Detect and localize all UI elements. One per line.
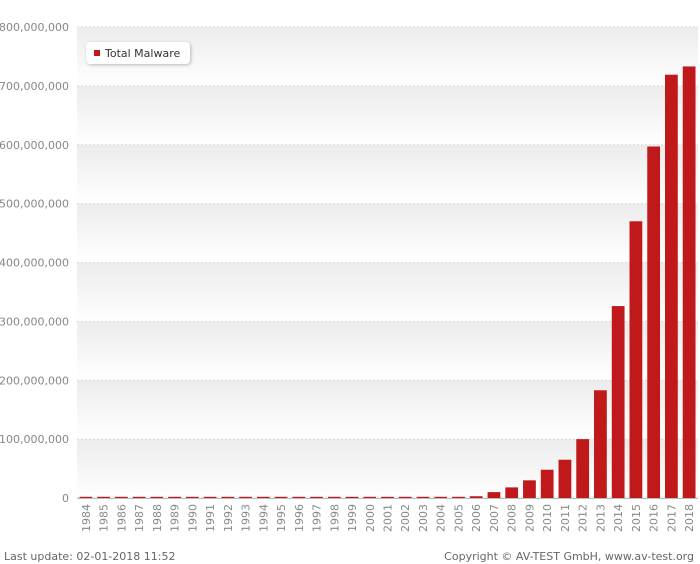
bar-2004[interactable] — [434, 496, 448, 498]
copyright-text: Copyright © AV-TEST GmbH, www.av-test.or… — [444, 550, 694, 563]
bar-1989[interactable] — [168, 496, 181, 498]
chart-legend[interactable]: Total Malware — [86, 42, 191, 64]
x-tick-label: 2014 — [612, 504, 625, 532]
x-tick-label: 2001 — [382, 504, 395, 532]
x-tick-label: 2012 — [577, 504, 590, 532]
x-axis-tick-labels: 1984 1985 1986 1987 1988 1989 1990 1991 1992 1993… — [80, 504, 696, 532]
x-tick-label: 1991 — [204, 504, 217, 532]
bar-2014[interactable] — [611, 306, 625, 498]
bar-1996[interactable] — [292, 496, 306, 498]
background-band — [77, 262, 698, 322]
background-band — [77, 203, 698, 263]
bar-1995[interactable] — [274, 496, 288, 498]
bar-1999[interactable] — [345, 496, 359, 498]
bar-2013[interactable] — [594, 390, 607, 498]
x-tick-label: 1993 — [240, 504, 253, 532]
x-tick-label: 1986 — [115, 504, 128, 532]
bar-1992[interactable] — [221, 496, 235, 498]
y-tick-label: 400,000,000 — [0, 257, 69, 270]
bar-2002[interactable] — [398, 496, 412, 498]
x-tick-label: 2005 — [452, 504, 465, 532]
x-tick-label: 2016 — [648, 504, 661, 532]
x-tick-label: 2009 — [523, 504, 536, 532]
x-tick-label: 2000 — [364, 504, 377, 532]
background-band — [77, 321, 698, 381]
bar-1985[interactable] — [97, 496, 111, 498]
x-tick-label: 1988 — [151, 504, 164, 532]
x-tick-label: 1989 — [169, 504, 182, 532]
y-tick-label: 800,000,000 — [0, 21, 69, 34]
y-tick-label: 600,000,000 — [0, 139, 69, 152]
legend-swatch-icon — [94, 50, 100, 56]
x-tick-label: 2004 — [435, 504, 448, 532]
bar-2006[interactable] — [469, 496, 483, 498]
x-tick-label: 2008 — [506, 504, 519, 532]
x-tick-label: 2013 — [594, 504, 607, 532]
x-tick-label: 1985 — [98, 504, 111, 532]
y-tick-label: 300,000,000 — [0, 315, 69, 328]
bar-2005[interactable] — [452, 496, 465, 498]
y-tick-label: 500,000,000 — [0, 198, 69, 211]
bar-1988[interactable] — [150, 496, 164, 498]
bar-1993[interactable] — [239, 496, 252, 498]
bar-1986[interactable] — [114, 496, 128, 498]
x-tick-label: 1987 — [133, 504, 146, 532]
bar-series — [79, 66, 696, 499]
y-axis-tick-labels: 0 100,000,000 200,000,000 300,000,000 400,00… — [0, 21, 69, 505]
bar-2016[interactable] — [647, 146, 661, 499]
background-band — [77, 85, 698, 145]
y-tick-label: 100,000,000 — [0, 433, 69, 446]
bar-2003[interactable] — [416, 496, 430, 498]
x-tick-label: 2003 — [417, 504, 430, 532]
x-tick-label: 1984 — [80, 504, 93, 532]
x-tick-label: 2017 — [665, 504, 678, 532]
bar-1994[interactable] — [256, 496, 270, 498]
x-tick-label: 1994 — [257, 504, 270, 532]
y-tick-label: 0 — [62, 492, 69, 505]
bar-2009[interactable] — [523, 480, 536, 498]
x-tick-label: 1995 — [275, 504, 288, 532]
x-tick-label: 1990 — [186, 504, 199, 532]
bar-2001[interactable] — [381, 496, 394, 498]
x-tick-label: 2002 — [399, 504, 412, 532]
bar-1998[interactable] — [327, 496, 341, 498]
x-tick-label: 2006 — [470, 504, 483, 532]
x-tick-label: 2011 — [559, 504, 572, 532]
bar-1987[interactable] — [132, 496, 146, 498]
bar-1991[interactable] — [203, 496, 217, 498]
bar-2010[interactable] — [540, 469, 554, 498]
legend-label: Total Malware — [105, 46, 181, 60]
x-tick-label: 1992 — [222, 504, 235, 532]
bar-1997[interactable] — [310, 496, 323, 498]
x-tick-label: 1998 — [328, 504, 341, 532]
y-tick-label: 200,000,000 — [0, 374, 69, 387]
x-tick-label: 1997 — [311, 504, 324, 532]
bar-2018[interactable] — [682, 66, 696, 498]
bar-2000[interactable] — [363, 496, 377, 498]
x-tick-label: 2010 — [541, 504, 554, 532]
x-tick-label: 2007 — [488, 504, 501, 532]
bar-2012[interactable] — [576, 439, 590, 498]
background-band — [77, 144, 698, 204]
last-update-text: Last update: 02-01-2018 11:52 — [4, 550, 176, 563]
bar-2007[interactable] — [487, 492, 501, 498]
bar-2017[interactable] — [664, 74, 678, 498]
bar-2008[interactable] — [505, 487, 519, 498]
bar-1990[interactable] — [185, 496, 199, 498]
bar-2015[interactable] — [629, 221, 643, 498]
x-tick-label: 1999 — [346, 504, 359, 532]
y-tick-label: 700,000,000 — [0, 80, 69, 93]
plot-background-bands — [77, 27, 698, 498]
bar-2011[interactable] — [558, 459, 572, 498]
bar-1984[interactable] — [79, 496, 93, 498]
x-tick-label: 1996 — [293, 504, 306, 532]
x-tick-label: 2015 — [630, 504, 643, 532]
x-tick-label: 2018 — [683, 504, 696, 532]
